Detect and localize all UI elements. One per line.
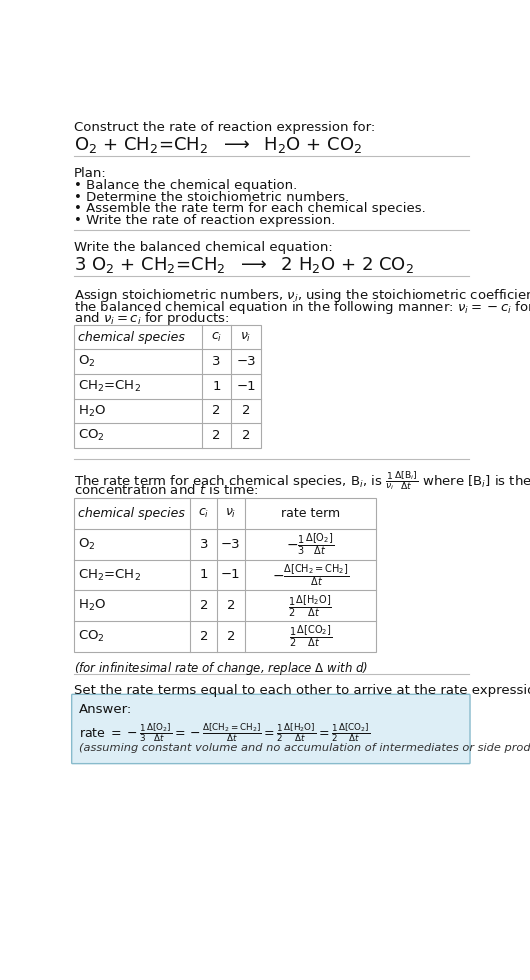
Text: • Determine the stoichiometric numbers.: • Determine the stoichiometric numbers. <box>74 191 349 204</box>
Bar <box>74 324 261 448</box>
Text: CH$_2$=CH$_2$: CH$_2$=CH$_2$ <box>78 379 141 394</box>
Text: 2: 2 <box>200 600 208 612</box>
Text: Write the balanced chemical equation:: Write the balanced chemical equation: <box>74 241 333 254</box>
Text: H$_2$O: H$_2$O <box>78 404 106 418</box>
Text: 2: 2 <box>227 600 235 612</box>
Text: 2: 2 <box>213 429 221 442</box>
Text: (assuming constant volume and no accumulation of intermediates or side products): (assuming constant volume and no accumul… <box>78 743 530 753</box>
Text: 2: 2 <box>242 405 250 417</box>
Text: • Assemble the rate term for each chemical species.: • Assemble the rate term for each chemic… <box>74 202 426 216</box>
Text: 2: 2 <box>213 405 221 417</box>
Text: (for infinitesimal rate of change, replace $\Delta$ with $d$): (for infinitesimal rate of change, repla… <box>74 660 368 676</box>
Text: • Balance the chemical equation.: • Balance the chemical equation. <box>74 179 297 192</box>
Text: rate $= -\frac{1}{3}\frac{\Delta[\mathrm{O_2}]}{\Delta t} = -\frac{\Delta[\mathr: rate $= -\frac{1}{3}\frac{\Delta[\mathrm… <box>78 721 370 744</box>
Text: −1: −1 <box>236 380 256 393</box>
Text: $-\frac{\Delta[\mathrm{CH_2{=}CH_2}]}{\Delta t}$: $-\frac{\Delta[\mathrm{CH_2{=}CH_2}]}{\D… <box>272 563 349 588</box>
Text: Set the rate terms equal to each other to arrive at the rate expression:: Set the rate terms equal to each other t… <box>74 684 530 698</box>
Text: $c_i$: $c_i$ <box>211 330 222 344</box>
Text: rate term: rate term <box>281 507 340 519</box>
Text: 1: 1 <box>200 568 208 581</box>
Text: −1: −1 <box>221 568 241 581</box>
Text: 3: 3 <box>200 538 208 551</box>
Text: $\nu_i$: $\nu_i$ <box>241 330 252 344</box>
Text: 1: 1 <box>213 380 221 393</box>
Text: $\frac{1}{2}\frac{\Delta[\mathrm{CO_2}]}{\Delta t}$: $\frac{1}{2}\frac{\Delta[\mathrm{CO_2}]}… <box>289 623 332 650</box>
Text: • Write the rate of reaction expression.: • Write the rate of reaction expression. <box>74 214 335 226</box>
Text: chemical species: chemical species <box>78 507 185 519</box>
Text: the balanced chemical equation in the following manner: $\nu_i = -c_i$ for react: the balanced chemical equation in the fo… <box>74 299 530 316</box>
Text: $\frac{1}{2}\frac{\Delta[\mathrm{H_2O}]}{\Delta t}$: $\frac{1}{2}\frac{\Delta[\mathrm{H_2O}]}… <box>288 593 332 618</box>
Text: Answer:: Answer: <box>78 703 132 715</box>
Text: $-\frac{1}{3}\frac{\Delta[\mathrm{O_2}]}{\Delta t}$: $-\frac{1}{3}\frac{\Delta[\mathrm{O_2}]}… <box>286 531 334 557</box>
Text: 3: 3 <box>213 355 221 368</box>
Text: 2: 2 <box>200 630 208 643</box>
Text: and $\nu_i = c_i$ for products:: and $\nu_i = c_i$ for products: <box>74 310 229 327</box>
Text: concentration and $t$ is time:: concentration and $t$ is time: <box>74 482 258 497</box>
Text: CH$_2$=CH$_2$: CH$_2$=CH$_2$ <box>78 567 141 582</box>
Text: $\nu_i$: $\nu_i$ <box>225 507 236 520</box>
Text: O$_2$: O$_2$ <box>78 537 95 552</box>
Text: O$_2$: O$_2$ <box>78 354 95 369</box>
Text: H$_2$O: H$_2$O <box>78 598 106 613</box>
Text: CO$_2$: CO$_2$ <box>78 428 104 443</box>
Text: chemical species: chemical species <box>78 330 185 344</box>
Text: The rate term for each chemical species, B$_i$, is $\frac{1}{\nu_i}\frac{\Delta[: The rate term for each chemical species,… <box>74 469 530 493</box>
Text: Assign stoichiometric numbers, $\nu_i$, using the stoichiometric coefficients, $: Assign stoichiometric numbers, $\nu_i$, … <box>74 287 530 304</box>
Text: O$_2$ + CH$_2$=CH$_2$  $\longrightarrow$  H$_2$O + CO$_2$: O$_2$ + CH$_2$=CH$_2$ $\longrightarrow$ … <box>74 134 363 155</box>
Text: −3: −3 <box>221 538 241 551</box>
Text: 2: 2 <box>242 429 250 442</box>
Text: Plan:: Plan: <box>74 167 107 180</box>
Text: 2: 2 <box>227 630 235 643</box>
Text: 3 O$_2$ + CH$_2$=CH$_2$  $\longrightarrow$  2 H$_2$O + 2 CO$_2$: 3 O$_2$ + CH$_2$=CH$_2$ $\longrightarrow… <box>74 255 414 274</box>
Bar <box>74 498 376 652</box>
FancyBboxPatch shape <box>72 694 470 763</box>
Text: CO$_2$: CO$_2$ <box>78 629 104 644</box>
Text: −3: −3 <box>236 355 256 368</box>
Text: Construct the rate of reaction expression for:: Construct the rate of reaction expressio… <box>74 121 375 133</box>
Text: $c_i$: $c_i$ <box>198 507 209 520</box>
